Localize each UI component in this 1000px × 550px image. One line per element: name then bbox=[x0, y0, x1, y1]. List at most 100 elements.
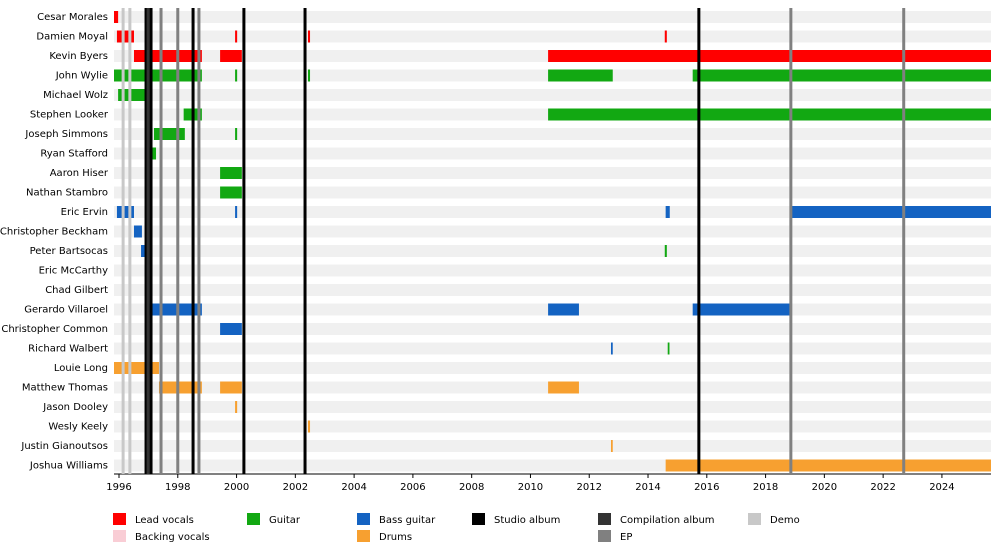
member-span bbox=[118, 89, 149, 101]
legend-swatch bbox=[472, 513, 485, 525]
legend-swatch bbox=[748, 513, 761, 525]
legend-label: Lead vocals bbox=[135, 515, 194, 526]
row-stripe bbox=[114, 30, 991, 43]
member-name: Richard Walbert bbox=[28, 344, 108, 355]
legend-label: Bass guitar bbox=[379, 515, 436, 526]
member-name: Stephen Looker bbox=[30, 110, 109, 121]
member-span bbox=[220, 323, 242, 335]
member-name: Matthew Thomas bbox=[22, 383, 108, 394]
member-name: Joseph Simmons bbox=[24, 129, 108, 140]
member-span bbox=[220, 381, 242, 394]
x-tick-label: 2016 bbox=[694, 482, 719, 493]
member-name: Eric Ervin bbox=[61, 207, 108, 218]
member-span bbox=[692, 303, 791, 316]
x-tick-label: 2008 bbox=[459, 482, 484, 493]
legend-swatch bbox=[357, 530, 370, 542]
member-span bbox=[548, 381, 579, 394]
member-name: Gerardo Villaroel bbox=[24, 305, 108, 316]
legend-label: Backing vocals bbox=[135, 532, 210, 543]
member-name: Damien Moyal bbox=[36, 32, 108, 43]
x-tick-label: 2002 bbox=[283, 482, 308, 493]
x-tick-label: 2006 bbox=[400, 482, 425, 493]
member-span bbox=[307, 69, 311, 82]
member-span bbox=[220, 167, 242, 179]
row-stripe bbox=[114, 264, 991, 277]
member-span bbox=[664, 30, 667, 43]
row-stripe bbox=[114, 342, 991, 355]
member-name: Jason Dooley bbox=[42, 402, 108, 413]
row-stripe bbox=[114, 186, 991, 199]
member-span bbox=[548, 50, 991, 62]
row-stripe bbox=[114, 362, 991, 374]
member-span bbox=[667, 342, 670, 355]
member-span bbox=[548, 303, 579, 316]
row-stripe bbox=[114, 284, 991, 296]
member-span bbox=[235, 69, 238, 82]
member-name: Kevin Byers bbox=[49, 51, 108, 62]
legend-label: Compilation album bbox=[620, 515, 715, 526]
member-name: Peter Bartsocas bbox=[30, 246, 108, 257]
member-span bbox=[220, 186, 242, 199]
row-stripe bbox=[114, 11, 991, 23]
legend-swatch bbox=[113, 513, 126, 525]
member-name: Nathan Stambro bbox=[26, 188, 108, 199]
member-name: Joshua Williams bbox=[29, 461, 108, 472]
member-span bbox=[141, 245, 147, 257]
member-name: Christopher Common bbox=[1, 324, 108, 335]
x-tick-label: 1998 bbox=[165, 482, 190, 493]
member-span bbox=[158, 381, 202, 394]
member-name: Justin Gianoutsos bbox=[20, 441, 108, 452]
x-tick-label: 2010 bbox=[518, 482, 543, 493]
legend-swatch bbox=[598, 530, 611, 542]
member-name: John Wylie bbox=[55, 71, 108, 82]
member-span bbox=[665, 459, 991, 472]
x-tick-label: 2000 bbox=[224, 482, 249, 493]
member-name: Chad Gilbert bbox=[45, 285, 108, 296]
row-stripe bbox=[114, 323, 991, 335]
member-name: Michael Wolz bbox=[43, 90, 108, 101]
member-name: Cesar Morales bbox=[37, 12, 108, 23]
member-span bbox=[235, 30, 238, 43]
legend-swatch bbox=[357, 513, 370, 525]
row-stripe bbox=[114, 401, 991, 413]
x-tick-label: 2012 bbox=[577, 482, 602, 493]
legend-swatch bbox=[113, 530, 126, 542]
member-span bbox=[235, 206, 238, 218]
legend-swatch bbox=[598, 513, 611, 525]
row-stripe bbox=[114, 167, 991, 179]
x-tick-label: 2024 bbox=[929, 482, 954, 493]
member-span bbox=[548, 69, 613, 82]
member-span bbox=[153, 128, 185, 140]
member-span bbox=[235, 401, 238, 413]
member-span bbox=[235, 128, 238, 140]
row-stripe bbox=[114, 128, 991, 140]
member-span bbox=[307, 30, 311, 43]
legend-label: Drums bbox=[379, 532, 412, 543]
legend-label: Guitar bbox=[269, 515, 301, 526]
row-stripe bbox=[114, 89, 991, 101]
member-name: Eric McCarthy bbox=[39, 266, 108, 277]
x-tick-label: 1996 bbox=[106, 482, 131, 493]
member-span bbox=[307, 420, 311, 433]
member-span bbox=[220, 50, 242, 62]
member-span bbox=[133, 225, 142, 238]
member-span bbox=[114, 11, 119, 23]
member-name: Wesly Keely bbox=[48, 422, 108, 433]
x-tick-label: 2014 bbox=[635, 482, 660, 493]
member-span bbox=[610, 342, 613, 355]
member-span bbox=[116, 206, 134, 218]
row-stripe bbox=[114, 225, 991, 238]
member-name: Louie Long bbox=[54, 363, 108, 374]
legend-label: Studio album bbox=[494, 515, 560, 526]
member-name: Christopher Beckham bbox=[0, 227, 108, 238]
row-stripe bbox=[114, 420, 991, 433]
x-tick-label: 2020 bbox=[812, 482, 837, 493]
member-span bbox=[665, 206, 670, 218]
member-name: Ryan Stafford bbox=[40, 149, 108, 160]
row-stripe bbox=[114, 245, 991, 257]
member-name: Aaron Hiser bbox=[50, 168, 109, 179]
row-stripe bbox=[114, 440, 991, 452]
row-stripe bbox=[114, 147, 991, 160]
member-span bbox=[114, 69, 202, 82]
